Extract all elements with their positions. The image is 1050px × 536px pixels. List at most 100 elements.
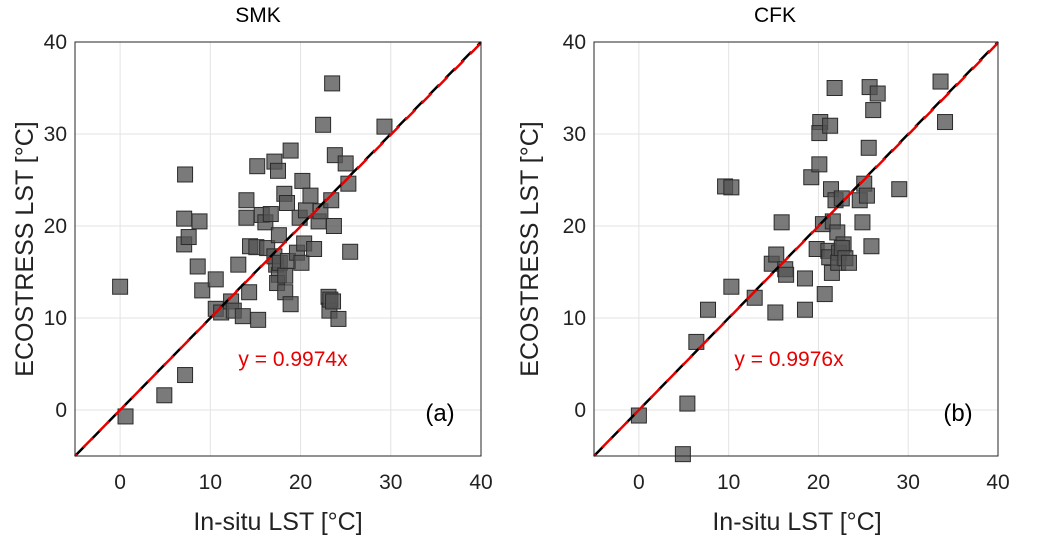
data-point [376,118,393,135]
y-tick-label: 30 [44,123,67,146]
data-point [826,80,843,96]
data-point [865,102,882,119]
data-point [234,308,251,325]
y-tick-label: 40 [44,31,67,54]
data-point [262,206,279,223]
data-point [330,310,347,327]
data-point [282,142,299,159]
y-axis-label: ECOSTRESS LST [°C] [516,121,544,376]
x-tick-label: 30 [897,471,920,494]
data-point [117,408,134,425]
data-point [241,284,258,301]
data-point [860,139,877,156]
data-point [325,218,342,234]
chart-title: CFK [754,4,796,27]
data-point [767,304,784,321]
y-tick-label: 20 [44,215,67,238]
plot-frame [74,41,482,457]
data-point [932,73,949,90]
fit-annotation: y = 0.9976x [734,348,844,371]
y-tick-label: 0 [55,399,67,422]
y-tick-label: 10 [44,307,67,330]
data-point [816,286,833,303]
x-tick-label: 20 [289,471,312,494]
x-tick-label: 40 [986,471,1009,494]
fit-line [74,42,482,457]
fit-annotation: y = 0.9974x [238,348,348,371]
data-point [194,282,211,299]
data-point [293,254,310,271]
data-point [723,179,740,196]
y-tick-label: 0 [574,399,586,422]
data-point [723,278,740,295]
data-point [796,301,813,318]
data-point [238,209,255,226]
data-point [279,195,296,211]
data-points [630,73,954,463]
data-point [803,169,820,186]
x-tick-label: 10 [199,471,222,494]
data-point [112,278,129,295]
data-point [679,395,696,412]
data-point [833,190,850,207]
data-point [306,241,323,257]
x-tick-label: 10 [717,471,740,494]
x-tick-label: 40 [469,471,492,494]
data-point [869,85,886,102]
data-point [294,172,311,189]
panel-label: (a) [425,400,454,427]
data-point [863,238,880,255]
data-point [811,156,828,173]
y-tick-label: 40 [563,31,586,54]
x-tick-label: 0 [633,471,645,494]
y-tick-label: 20 [563,215,586,238]
data-point [891,181,908,198]
data-point [768,246,785,263]
data-point [302,187,319,204]
data-points [112,75,393,425]
panel-cfk: CFK 0 10 20 30 40 0 10 20 30 40 y = 0.9976x (b) I… [516,4,1010,536]
y-tick-label: 10 [563,307,586,330]
tick-labels: 0 10 20 30 40 0 10 20 30 40 [563,31,1010,494]
x-tick-label: 20 [807,471,830,494]
data-point [156,387,173,404]
data-point [337,155,354,172]
data-point [840,254,857,271]
data-point [230,256,247,273]
data-point [249,158,266,175]
data-point [325,293,342,310]
panel-smk: SMK 0 10 20 30 40 0 10 20 30 40 y = 0.9974x (a) I… [11,4,493,536]
data-point [189,258,206,275]
y-axis-label: ECOSTRESS LST [°C] [11,121,39,376]
x-axis-label: In-situ LST [°C] [712,508,881,536]
data-point [250,311,267,328]
data-point [858,187,875,204]
data-point [270,162,286,179]
data-point [822,117,839,134]
data-point [207,271,224,288]
reference-lines [74,41,482,457]
x-axis-label: In-situ LST [°C] [193,508,362,536]
data-point [270,227,287,244]
data-point [323,192,340,209]
data-point [630,407,647,424]
data-point [700,301,717,318]
x-tick-label: 30 [379,471,402,494]
tick-labels: 0 10 20 30 40 0 10 20 30 40 [44,31,493,494]
data-point [282,296,299,313]
data-point [778,266,795,283]
chart-title: SMK [235,4,281,27]
plot-frame [593,41,999,457]
data-point [238,192,255,209]
data-point [342,243,359,260]
data-point [674,446,691,463]
data-point [180,229,197,246]
data-point [796,270,813,287]
data-point [176,210,193,227]
data-point [315,116,332,133]
data-point [324,75,341,92]
data-point [854,214,871,231]
reference-lines [593,41,999,457]
data-point [773,214,790,231]
